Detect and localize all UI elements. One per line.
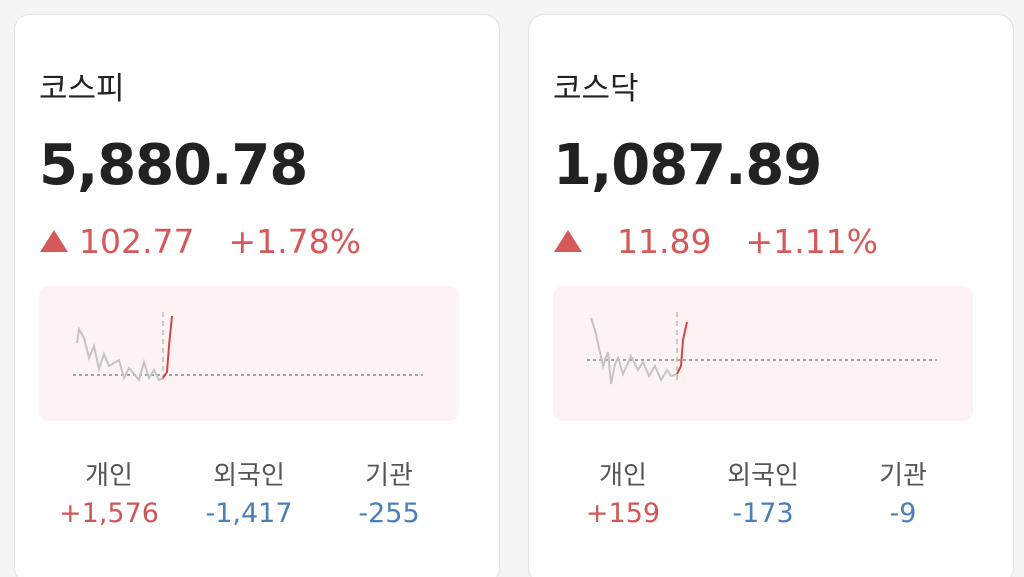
change-row: 102.77 +1.78%	[39, 219, 361, 263]
investor-label: 외국인	[213, 461, 285, 491]
investor-value: -1,417	[205, 498, 293, 529]
investor-label: 기관	[365, 461, 413, 491]
up-triangle	[40, 230, 68, 252]
sparkline	[587, 312, 937, 385]
change-percent: +1.11%	[745, 221, 878, 261]
sparkline-box	[553, 286, 973, 421]
index-value: 5,880.78	[39, 133, 308, 198]
market-card[interactable]: 코스피 5,880.78 102.77 +1.78% 개인 +1,576 외국인 -1,417…	[14, 14, 500, 577]
sparkline-box	[39, 286, 459, 421]
change-percent: +1.78%	[228, 221, 361, 261]
index-name: 코스닥	[553, 71, 639, 107]
up-triangle	[554, 230, 582, 252]
investor-stat: 개인 +159	[553, 455, 693, 529]
index-name: 코스피	[39, 71, 125, 107]
market-card[interactable]: 코스닥 1,087.89 11.89 +1.11% 개인 +159 외국인 -173 기관 -9	[528, 14, 1014, 577]
investor-value: -255	[358, 498, 420, 529]
index-value: 1,087.89	[553, 133, 822, 198]
investor-stat: 개인 +1,576	[39, 455, 179, 529]
investor-value: +159	[585, 498, 661, 529]
investor-label: 개인	[85, 461, 133, 491]
investor-value: +1,576	[59, 498, 159, 529]
up-arrow	[40, 230, 68, 252]
today-line	[162, 315, 173, 379]
up-arrow	[554, 230, 582, 252]
previous-line	[76, 325, 164, 383]
investor-stat: 외국인 -173	[693, 455, 833, 529]
investor-stats: 개인 +1,576 외국인 -1,417 기관 -255	[39, 455, 459, 529]
change-amount: 102.77	[79, 221, 195, 261]
change-amount: 11.89	[617, 221, 712, 261]
investor-label: 기관	[879, 461, 927, 491]
investor-stat: 외국인 -1,417	[179, 455, 319, 529]
sparkline	[73, 312, 423, 384]
previous-line	[590, 317, 678, 385]
investor-stat: 기관 -255	[319, 455, 459, 529]
investor-value: -9	[889, 498, 917, 529]
investor-value: -173	[732, 498, 794, 529]
change-row: 11.89 +1.11%	[553, 219, 878, 263]
investor-stat: 기관 -9	[833, 455, 973, 529]
investor-stats: 개인 +159 외국인 -173 기관 -9	[553, 455, 973, 529]
investor-label: 외국인	[727, 461, 799, 491]
today-line	[676, 321, 688, 375]
investor-label: 개인	[599, 461, 647, 491]
